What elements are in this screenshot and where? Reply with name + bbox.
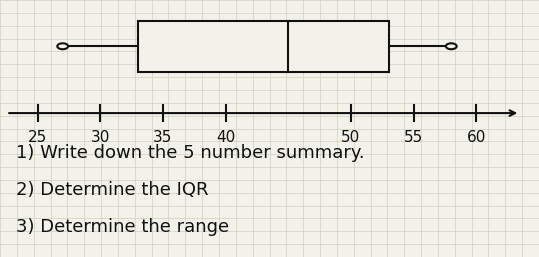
Text: 30: 30 <box>91 130 110 145</box>
Text: 1) Write down the 5 number summary.: 1) Write down the 5 number summary. <box>16 144 365 162</box>
Text: 55: 55 <box>404 130 423 145</box>
Text: 3) Determine the range: 3) Determine the range <box>16 218 229 236</box>
Text: 50: 50 <box>341 130 361 145</box>
Ellipse shape <box>57 43 68 49</box>
Text: 35: 35 <box>153 130 172 145</box>
Text: 2) Determine the IQR: 2) Determine the IQR <box>16 181 209 199</box>
Ellipse shape <box>446 43 457 49</box>
Text: 40: 40 <box>216 130 235 145</box>
Bar <box>138 21 389 72</box>
Text: 60: 60 <box>467 130 486 145</box>
Text: 25: 25 <box>28 130 47 145</box>
